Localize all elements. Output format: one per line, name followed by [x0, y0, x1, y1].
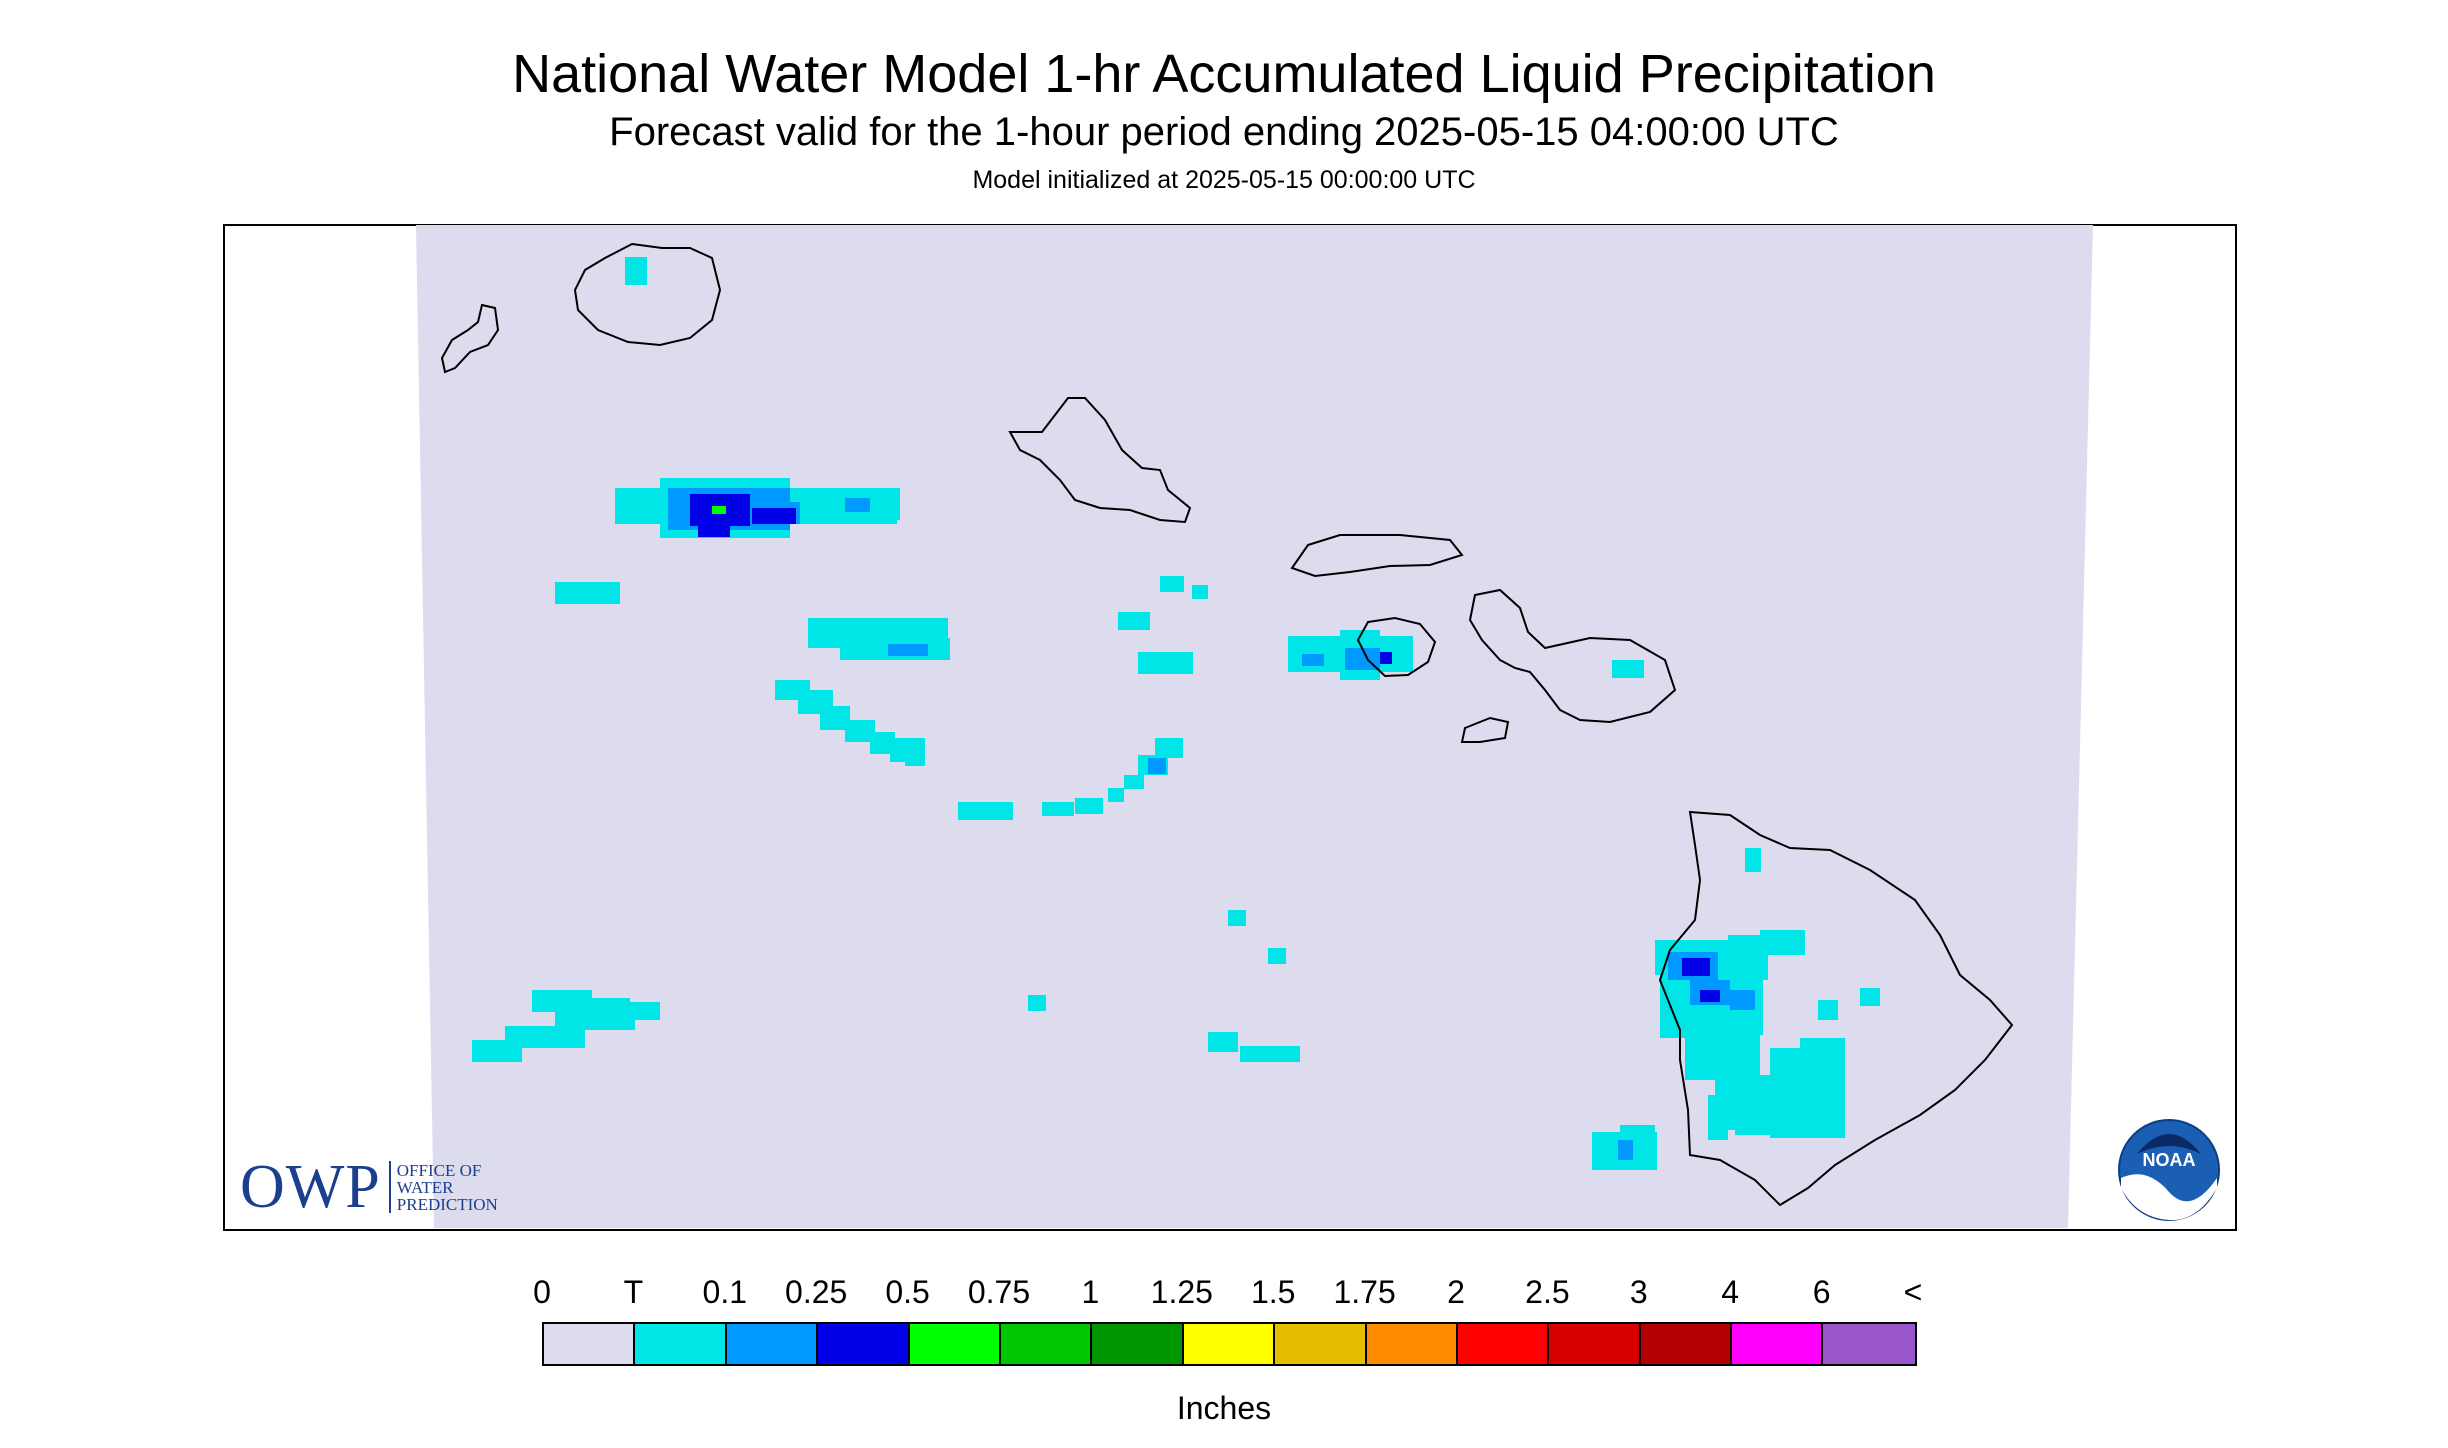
- legend-tick-label: 2.5: [1525, 1274, 1570, 1310]
- noaa-logo-icon: NOAA: [2118, 1119, 2220, 1221]
- legend-tick-label: 0.25: [785, 1274, 848, 1310]
- owp-line-2: WATER: [396, 1177, 454, 1197]
- owp-logo-letters: OWP: [240, 1153, 381, 1221]
- kahoolawe-coast: [1460, 716, 1510, 743]
- legend-tick-label: 0.75: [967, 1274, 1031, 1310]
- legend-tick-label: 6: [1812, 1274, 1831, 1310]
- legend-tick-label: 1.75: [1333, 1274, 1396, 1310]
- legend-swatch: [1092, 1324, 1184, 1364]
- legend-tick-label: 0.1: [702, 1274, 748, 1310]
- maui-coast: [1468, 588, 1677, 724]
- legend-tick-label: <: [1903, 1274, 1923, 1310]
- legend-swatch: [635, 1324, 727, 1364]
- legend-tick-label: 3: [1629, 1274, 1648, 1310]
- legend-swatch: [909, 1324, 1001, 1364]
- legend-swatch: [1549, 1324, 1641, 1364]
- owp-line-3: PREDICTION: [396, 1194, 498, 1214]
- lanai-coast: [1356, 616, 1437, 678]
- legend-tick-label: 2: [1447, 1274, 1465, 1310]
- oahu-coast: [1008, 397, 1192, 524]
- model-init-text: Model initialized at 2025-05-15 00:00:00…: [972, 166, 1476, 194]
- legend-units: Inches: [1176, 1390, 1272, 1426]
- owp-logo-words: OFFICE OF WATER PREDICTION: [397, 1162, 498, 1213]
- legend-tick-label: 1: [1081, 1274, 1100, 1310]
- map-subtitle: Forecast valid for the 1-hour period end…: [609, 110, 1839, 154]
- legend-swatch: [1640, 1324, 1733, 1364]
- kauai-coast: [573, 242, 722, 347]
- legend-swatch: [544, 1324, 636, 1364]
- molokai-coast: [1290, 534, 1464, 578]
- owp-logo: OWP OFFICE OF WATER PREDICTION: [240, 1153, 498, 1221]
- legend-tick-label: 0.5: [885, 1274, 930, 1310]
- coastlines: [440, 242, 2014, 1207]
- legend-tick-label: 0: [533, 1274, 551, 1310]
- legend-swatch: [1457, 1324, 1550, 1364]
- legend-swatch: [1732, 1324, 1824, 1364]
- map-title: National Water Model 1-hr Accumulated Li…: [512, 44, 1936, 104]
- legend-swatch: [726, 1324, 819, 1364]
- legend-swatch: [818, 1324, 910, 1364]
- legend-tick-label: 1.25: [1150, 1274, 1213, 1310]
- legend-swatch: [1275, 1324, 1367, 1364]
- niihau-coast: [440, 303, 500, 374]
- legend-swatch: [1366, 1324, 1458, 1364]
- precip-heavy-cells: [712, 506, 726, 514]
- legend-tick-labels: 0 T 0.1 0.25 0.5 0.75 1 1.25 1.5 1.75 2 2.5 3 4 6 <: [0, 1272, 2448, 1312]
- hawaii-coast: [1658, 810, 2014, 1207]
- legend-color-bar: [542, 1322, 1917, 1366]
- legend-tick-label: T: [623, 1274, 644, 1310]
- legend-tick-label: 1.5: [1250, 1274, 1296, 1310]
- owp-logo-divider: [388, 1161, 391, 1213]
- noaa-logo-text: NOAA: [2143, 1150, 2196, 1170]
- legend-swatch: [1000, 1324, 1093, 1364]
- legend-swatch: [1823, 1324, 1915, 1364]
- legend-swatch: [1183, 1324, 1276, 1364]
- owp-line-1: OFFICE OF: [396, 1160, 482, 1180]
- legend-tick-label: 4: [1721, 1274, 1740, 1310]
